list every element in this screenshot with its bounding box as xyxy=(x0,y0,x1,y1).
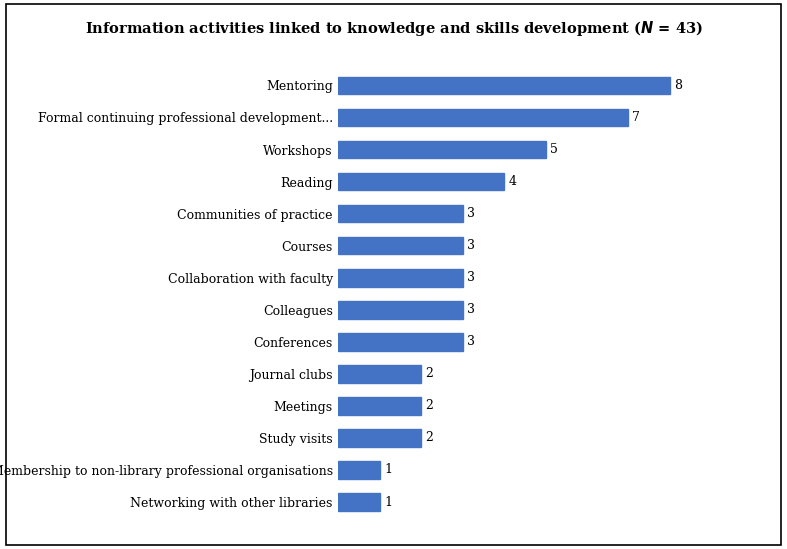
Text: 1: 1 xyxy=(384,496,392,508)
Bar xyxy=(338,109,628,126)
Bar xyxy=(338,205,463,222)
Text: 5: 5 xyxy=(549,143,557,156)
Text: 3: 3 xyxy=(467,271,475,284)
Bar xyxy=(338,77,670,94)
Bar xyxy=(338,397,421,414)
Bar xyxy=(338,173,504,191)
Bar xyxy=(338,301,463,318)
Text: 8: 8 xyxy=(674,79,682,92)
Text: 2: 2 xyxy=(426,432,434,445)
Bar xyxy=(338,237,463,254)
Text: 2: 2 xyxy=(426,399,434,412)
Bar xyxy=(338,493,380,511)
Bar xyxy=(338,269,463,287)
Bar xyxy=(338,333,463,351)
Text: Information activities linked to knowledge and skills development ($\bfit{N}$ = : Information activities linked to knowled… xyxy=(84,19,703,38)
Text: 4: 4 xyxy=(508,175,516,188)
Text: 1: 1 xyxy=(384,463,392,477)
Bar xyxy=(338,461,380,479)
Bar xyxy=(338,141,545,158)
Text: 3: 3 xyxy=(467,335,475,348)
Bar xyxy=(338,365,421,383)
Text: 7: 7 xyxy=(633,111,641,124)
Bar xyxy=(338,429,421,447)
Text: 3: 3 xyxy=(467,303,475,316)
Text: 2: 2 xyxy=(426,367,434,380)
Text: 3: 3 xyxy=(467,207,475,220)
Text: 3: 3 xyxy=(467,239,475,252)
